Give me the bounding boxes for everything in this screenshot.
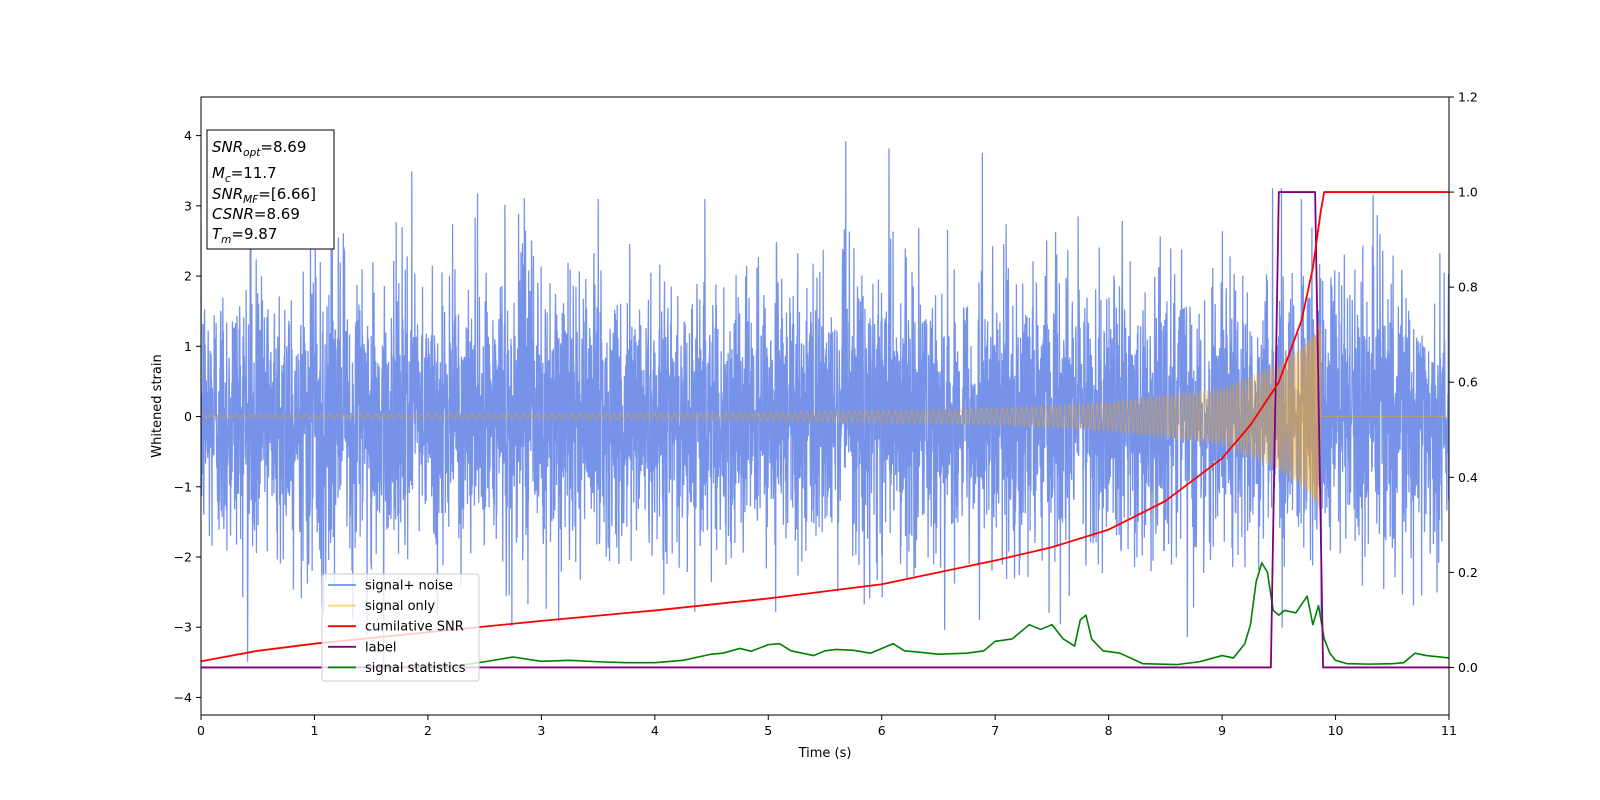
annotation-line: SNRopt=8.69: [212, 138, 306, 159]
x-tick-label: 8: [1105, 723, 1113, 738]
legend-frame: [321, 573, 480, 682]
x-tick-label: 1: [310, 723, 318, 738]
series-signal-noise-line: [201, 141, 1449, 671]
series-label-line: [201, 191, 1449, 669]
plot-frame: [200, 96, 1450, 716]
y-right-tick-label: 0.8: [1458, 280, 1478, 295]
x-tick-label: 11: [1441, 723, 1457, 738]
y-left-tick-label: 2: [184, 269, 192, 284]
legend-label: signal+ noise: [365, 579, 453, 594]
x-axis-label: Time (s): [798, 746, 852, 761]
legend-label: signal statistics: [365, 661, 466, 676]
y-left-tick-label: −4: [174, 690, 192, 705]
x-tick-label: 7: [991, 723, 999, 738]
y-left-tick-label: −1: [174, 479, 192, 494]
series-signal-statistics-line: [201, 562, 1449, 669]
series-signal-only-line: [201, 324, 1449, 509]
annotation-line: CSNR=8.69: [212, 205, 300, 223]
x-axis: 0 1 2 3 4 5 6 7 8 9 10 11: [197, 715, 1457, 738]
x-tick-label: 10: [1328, 723, 1344, 738]
annotation-frame: [206, 129, 335, 250]
x-tick-label: 9: [1218, 723, 1226, 738]
x-tick-label: 2: [424, 723, 432, 738]
annotation-line: SNRMF=[6.66]: [212, 185, 316, 206]
legend-label: cumilative SNR: [365, 620, 464, 635]
x-tick-label: 4: [651, 723, 659, 738]
y-right-tick-label: 1.0: [1458, 185, 1478, 200]
y-axis-left: −4 −3 −2 −1 0 1 2 3 4: [174, 128, 201, 705]
y-left-tick-label: 0: [184, 409, 192, 424]
y-right-tick-label: 1.2: [1458, 90, 1478, 105]
y-right-tick-label: 0.0: [1458, 660, 1478, 675]
y-left-tick-label: −2: [174, 549, 192, 564]
y-right-tick-label: 0.6: [1458, 375, 1478, 390]
y-left-tick-label: 3: [184, 198, 192, 213]
legend-label: signal only: [365, 599, 435, 614]
x-tick-label: 6: [878, 723, 886, 738]
x-tick-label: 0: [197, 723, 205, 738]
y-axis-label: Whitened strain: [150, 354, 165, 457]
x-tick-label: 3: [537, 723, 545, 738]
x-tick-label: 5: [764, 723, 772, 738]
y-axis-right: 0.0 0.2 0.4 0.6 0.8 1.0 1.2: [1449, 90, 1478, 675]
y-left-tick-label: 4: [184, 128, 192, 143]
y-right-tick-label: 0.4: [1458, 470, 1478, 485]
y-left-tick-label: 1: [184, 339, 192, 354]
legend-label: label: [365, 640, 396, 655]
legend: signal+ noise signal only cumilative SNR la…: [321, 573, 480, 682]
annotation-line: Tm=9.87: [212, 225, 277, 246]
y-right-tick-label: 0.2: [1458, 565, 1478, 580]
annotation-line: Mc=11.7: [212, 164, 277, 185]
y-left-tick-label: −3: [174, 620, 192, 635]
